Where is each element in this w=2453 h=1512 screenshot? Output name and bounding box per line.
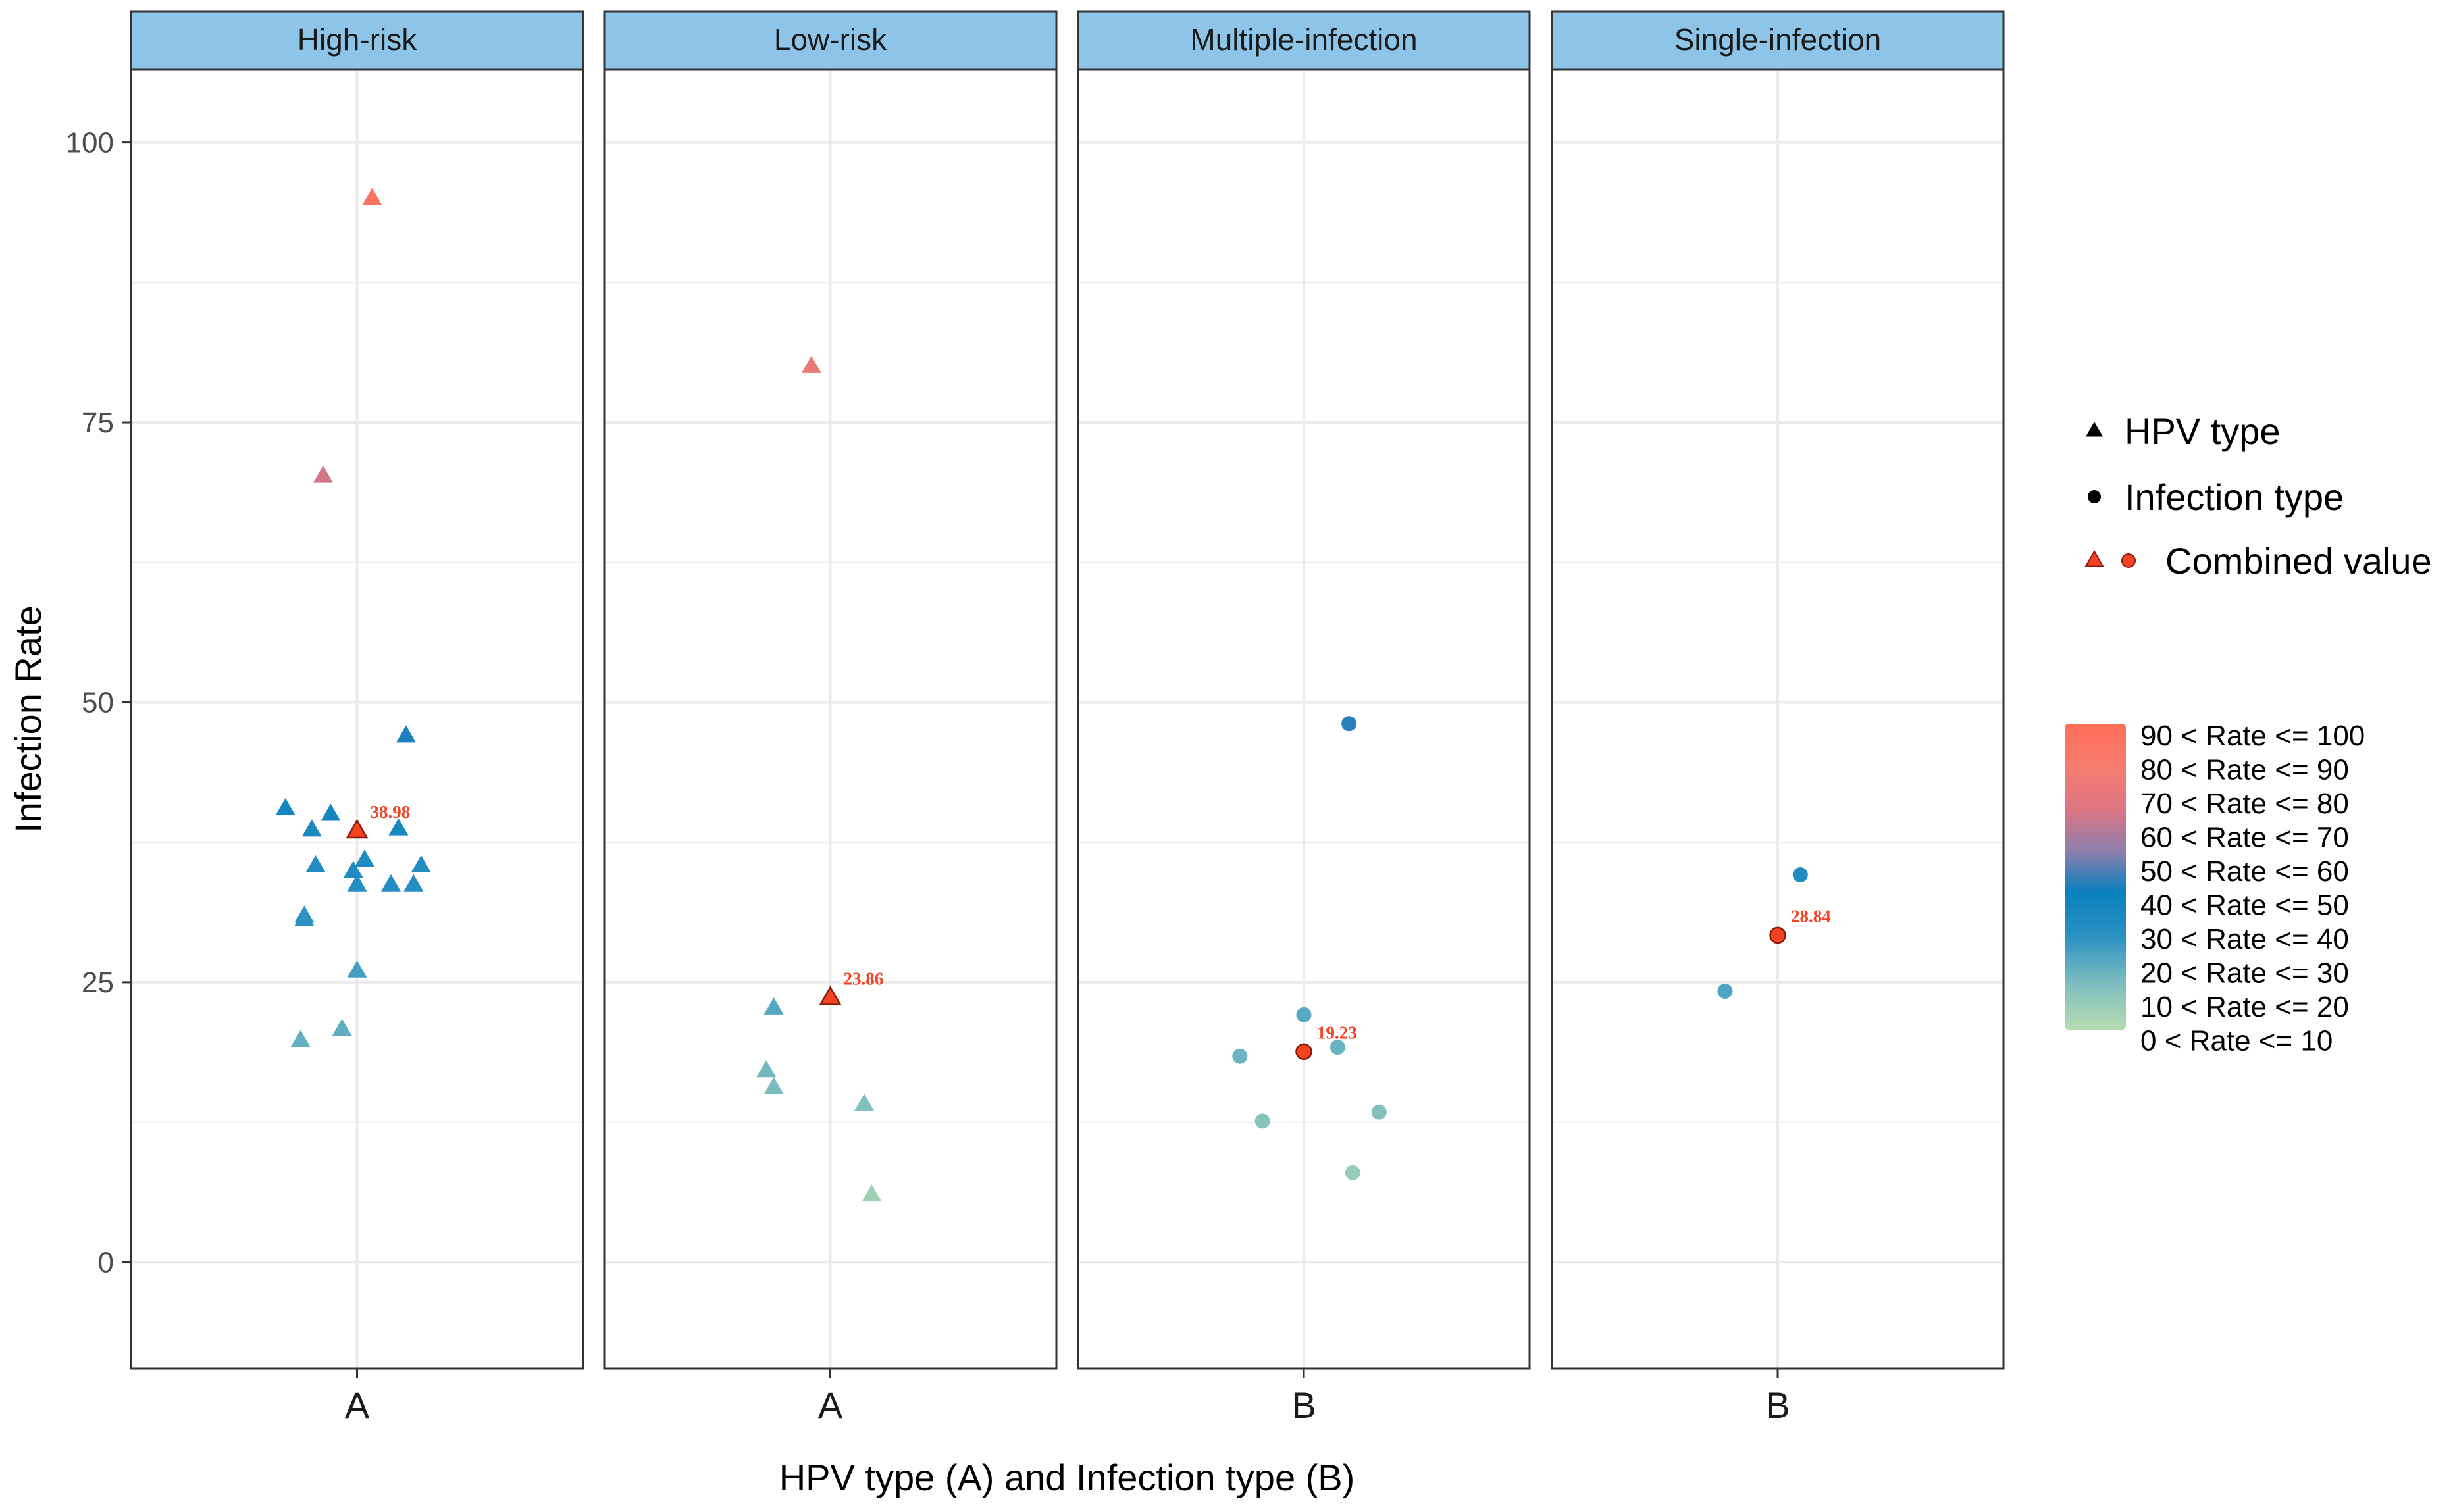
data-point-triangle bbox=[411, 855, 431, 872]
data-point-circle bbox=[1296, 1007, 1312, 1022]
data-point-triangle bbox=[347, 960, 367, 978]
data-point-triangle bbox=[313, 465, 333, 483]
data-point-circle bbox=[1330, 1040, 1345, 1055]
data-point-triangle bbox=[763, 997, 784, 1015]
data-point-circle bbox=[1254, 1113, 1270, 1129]
y-tick-label: 50 bbox=[82, 686, 114, 718]
y-tick-label: 100 bbox=[66, 127, 114, 159]
data-point-triangle bbox=[801, 355, 821, 373]
x-tick-label: B bbox=[1291, 1384, 1316, 1426]
combined-value-label: 28.84 bbox=[1791, 906, 1831, 926]
color-scale-label: 60 < Rate <= 70 bbox=[2140, 822, 2349, 854]
shape-legend: HPV type Infection type Combined value bbox=[2084, 411, 2432, 582]
combined-value-point bbox=[819, 986, 842, 1005]
data-point-circle bbox=[1717, 984, 1733, 999]
data-point-triangle bbox=[756, 1060, 777, 1078]
y-tick-label: 0 bbox=[98, 1246, 114, 1278]
data-point-circle bbox=[1371, 1104, 1387, 1120]
data-point-triangle bbox=[763, 1076, 784, 1094]
facet-high-risk: 38.98 High-risk A bbox=[130, 10, 584, 1426]
data-point-triangle bbox=[362, 188, 382, 205]
color-scale-label: 50 < Rate <= 60 bbox=[2140, 855, 2349, 888]
data-point-triangle bbox=[403, 874, 424, 892]
facet-strip-label: Multiple-infection bbox=[1190, 22, 1417, 57]
y-tick-label: 75 bbox=[82, 407, 114, 439]
legend-combined-circle-icon bbox=[2121, 553, 2136, 568]
x-axis-title: HPV type (A) and Infection type (B) bbox=[779, 1457, 1355, 1498]
data-point-triangle bbox=[388, 818, 409, 836]
color-scale-label: 40 < Rate <= 50 bbox=[2140, 890, 2349, 922]
data-point-circle bbox=[1345, 1165, 1360, 1180]
facet-strip bbox=[603, 10, 1058, 71]
combined-value-label: 38.98 bbox=[371, 802, 411, 822]
facet-strip-label: Single-infection bbox=[1674, 22, 1882, 57]
facet-strip-label: High-risk bbox=[297, 22, 417, 57]
x-tick-label: B bbox=[1765, 1384, 1790, 1426]
data-point-triangle bbox=[294, 909, 315, 926]
color-scale-label: 20 < Rate <= 30 bbox=[2140, 957, 2349, 990]
data-point-triangle bbox=[305, 855, 326, 872]
combined-value-label: 23.86 bbox=[844, 969, 884, 989]
color-scale-label: 90 < Rate <= 100 bbox=[2140, 720, 2365, 752]
facet-multiple-infection: 19.23 Multiple-infection B bbox=[1077, 10, 1531, 1426]
data-point-triangle bbox=[854, 1094, 875, 1111]
x-tick-label: A bbox=[345, 1384, 370, 1426]
facet-strip bbox=[130, 10, 584, 71]
facet-strip-label: Low-risk bbox=[774, 22, 887, 57]
color-scale-label: 30 < Rate <= 40 bbox=[2140, 923, 2349, 955]
legend-combined-triangle-icon bbox=[2084, 550, 2104, 567]
y-axis-title: Infection Rate bbox=[7, 605, 49, 833]
data-point-triangle bbox=[381, 874, 401, 892]
data-point-triangle bbox=[347, 874, 367, 892]
color-scale-label: 80 < Rate <= 90 bbox=[2140, 754, 2349, 786]
legend-triangle-icon bbox=[2086, 422, 2103, 437]
color-scale-label: 10 < Rate <= 20 bbox=[2140, 991, 2349, 1023]
data-point-triangle bbox=[343, 861, 363, 878]
color-scale-label: 0 < Rate <= 10 bbox=[2140, 1025, 2333, 1057]
combined-value-point bbox=[346, 819, 369, 839]
facet-strip bbox=[1551, 10, 2005, 71]
facet-strip bbox=[1077, 10, 1531, 71]
legend-label: Infection type bbox=[2125, 476, 2344, 518]
y-tick-label: 25 bbox=[82, 967, 114, 999]
combined-value-point bbox=[1295, 1043, 1312, 1061]
x-tick-label: A bbox=[818, 1384, 843, 1426]
data-point-triangle bbox=[290, 1030, 311, 1047]
combined-value-point bbox=[1769, 926, 1786, 944]
legend-label: Combined value bbox=[2165, 540, 2432, 582]
legend-circle-icon bbox=[2088, 490, 2101, 503]
facet-single-infection: 28.84 Single-infection B bbox=[1551, 10, 2005, 1426]
data-point-circle bbox=[1232, 1048, 1248, 1064]
color-scale-bar bbox=[2065, 724, 2126, 1030]
legend-label: HPV type bbox=[2125, 411, 2281, 452]
y-axis: 0 25 50 75 100 bbox=[66, 127, 131, 1278]
combined-value-label: 19.23 bbox=[1317, 1022, 1357, 1042]
data-point-triangle bbox=[332, 1019, 352, 1036]
data-point-triangle bbox=[396, 725, 416, 743]
data-point-circle bbox=[1341, 716, 1357, 732]
data-point-triangle bbox=[301, 819, 322, 837]
facet-low-risk: 23.86 Low-risk A bbox=[603, 10, 1058, 1426]
data-point-circle bbox=[1792, 867, 1808, 883]
data-point-triangle bbox=[862, 1184, 882, 1202]
data-point-triangle bbox=[354, 849, 374, 867]
color-scale-label: 70 < Rate <= 80 bbox=[2140, 788, 2349, 820]
data-point-triangle bbox=[275, 798, 296, 816]
data-point-triangle bbox=[321, 803, 341, 821]
